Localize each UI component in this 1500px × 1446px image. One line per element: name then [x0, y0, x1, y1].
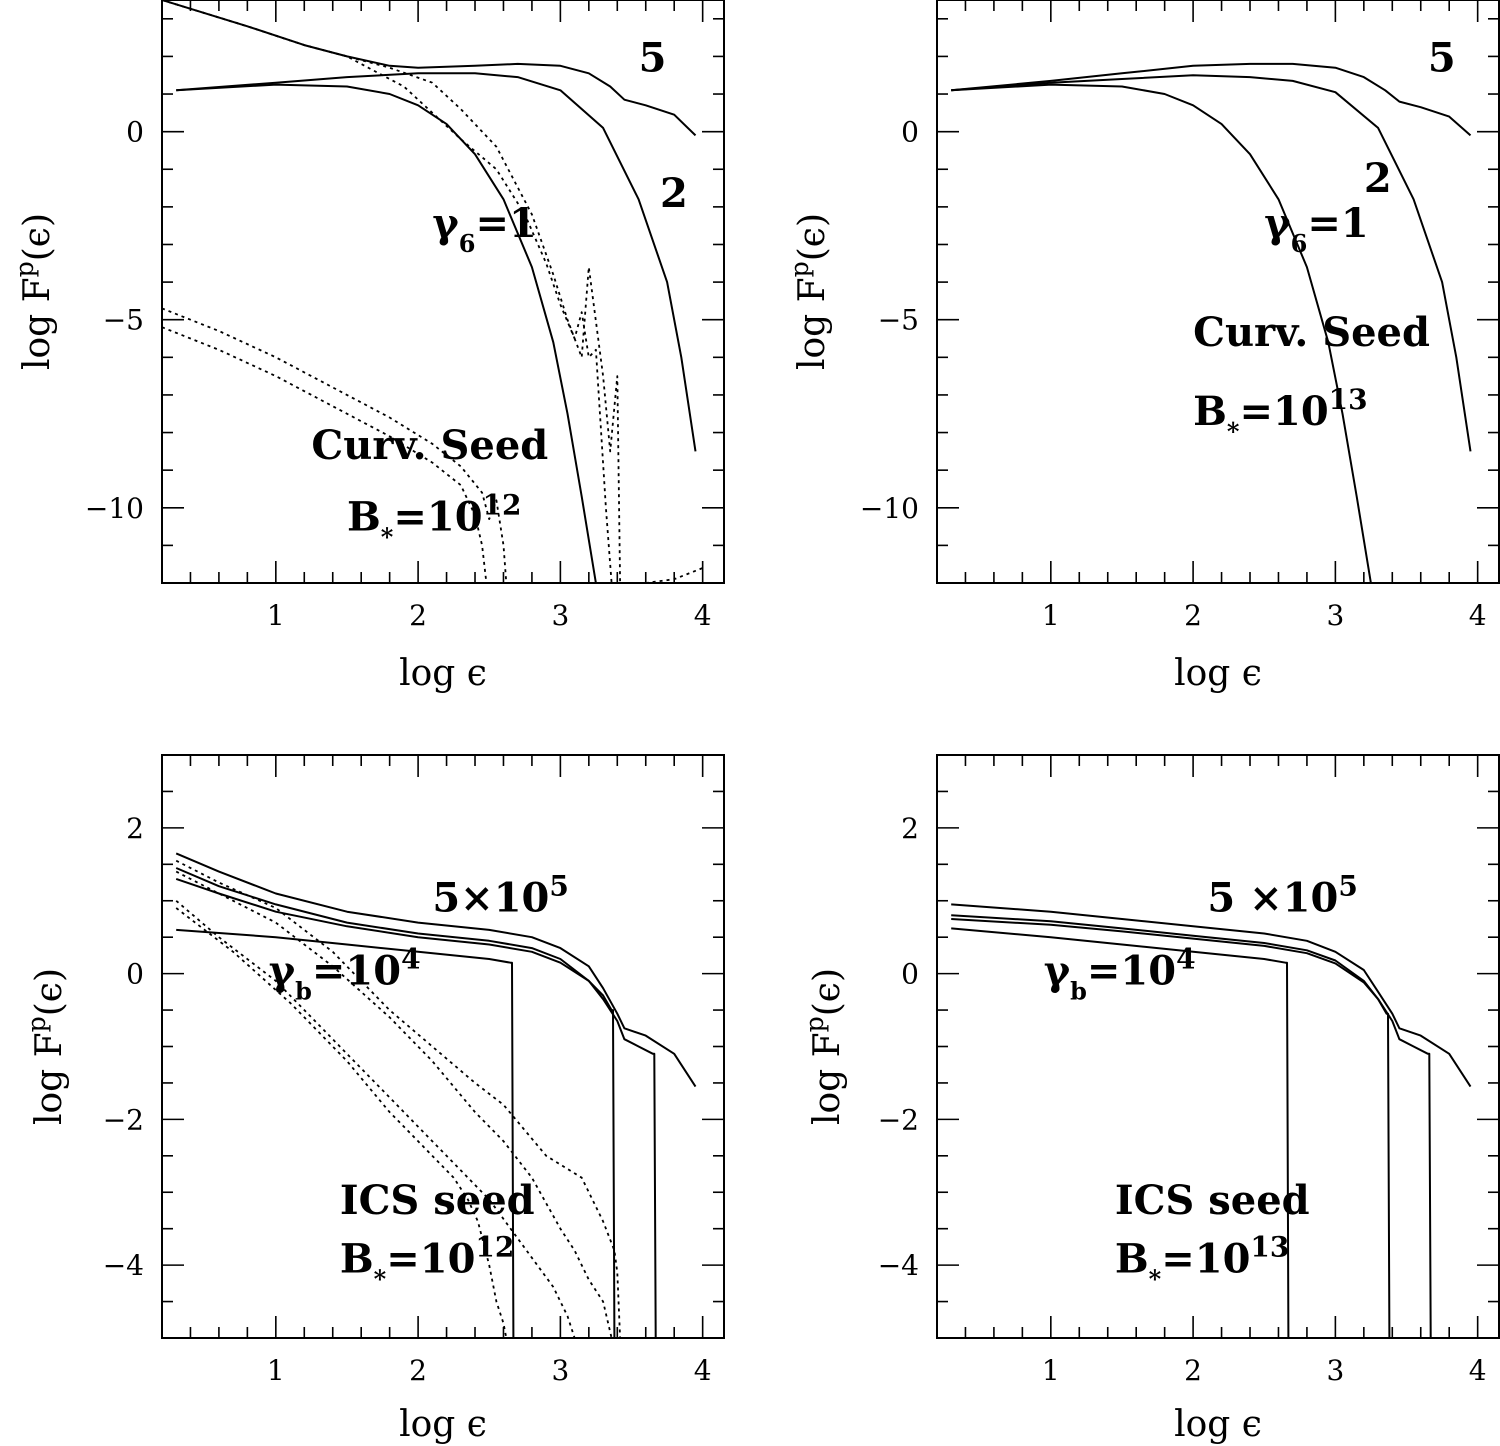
x-tick-label: 3 [551, 599, 569, 632]
solid-series-line [176, 928, 515, 1338]
dotted-series-line [162, 0, 621, 583]
y-tick-label: −4 [878, 1249, 919, 1282]
x-tick-label: 1 [267, 599, 285, 632]
solid-series-line [951, 903, 1472, 1088]
curve-annotation: 2 [1364, 155, 1392, 202]
x-tick-label: 2 [409, 1354, 427, 1387]
curve-annotation: B*=1012 [347, 488, 522, 551]
plot-frame [936, 0, 1500, 584]
y-tick-label: 0 [126, 116, 144, 149]
y-tick-label: −10 [85, 492, 144, 525]
curve-annotation: Curv. Seed [1193, 309, 1430, 356]
x-tick-label: 1 [1042, 599, 1060, 632]
y-tick-label: −5 [103, 304, 144, 337]
y-tick-label: 0 [126, 958, 144, 991]
solid-series-line [175, 852, 697, 1088]
dotted-series-line [175, 900, 576, 1338]
y-tick-label: −2 [103, 1103, 144, 1136]
solid-series-line [162, 0, 697, 137]
curve-annotation: ICS seed [340, 1177, 535, 1224]
curve-annotation: ICS seed [1115, 1177, 1310, 1224]
curve-annotation: 2 [660, 170, 688, 217]
solid-series-line [951, 927, 1290, 1338]
dotted-series-line [162, 307, 508, 583]
x-axis-title: log ϵ [399, 653, 487, 694]
x-tick-label: 4 [694, 1354, 712, 1387]
curve-annotation: γb=104 [269, 942, 421, 1005]
x-tick-label: 3 [551, 1354, 569, 1387]
x-tick-label: 1 [1042, 1354, 1060, 1387]
dotted-series-line [162, 326, 488, 583]
series-group [162, 0, 704, 583]
x-axis-title: log ϵ [1174, 1404, 1262, 1445]
plot-frame [161, 0, 725, 584]
x-tick-label: 4 [1469, 1354, 1487, 1387]
y-axis-title: log Fp(ϵ) [22, 968, 71, 1125]
x-tick-label: 2 [1184, 599, 1202, 632]
solid-series-line [176, 72, 697, 452]
x-tick-label: 3 [1326, 599, 1344, 632]
panel-top-left: 1 2 3 4 0 −5 −10 log ϵ log Fp(ϵ) 5 2 γ6=1 Curv. Seed… [10, 0, 725, 694]
y-tick-label: −4 [103, 1249, 144, 1282]
series-group [951, 903, 1472, 1338]
curve-annotation: γ6=1 [1264, 200, 1368, 258]
y-tick-label: −10 [860, 492, 919, 525]
x-tick-label: 4 [694, 599, 712, 632]
curve-annotation: γ6=1 [432, 200, 536, 258]
curve-annotation: 5 [1428, 34, 1456, 81]
curve-annotation: 5 [639, 34, 667, 81]
dotted-series-line [175, 870, 613, 1338]
y-tick-label: 0 [901, 958, 919, 991]
x-axis-title: log ϵ [1174, 653, 1262, 694]
x-tick-label: 2 [409, 599, 427, 632]
dotted-series-line [645, 567, 704, 583]
series-group [951, 62, 1472, 583]
solid-series-line [175, 867, 657, 1338]
y-tick-label: 2 [126, 812, 144, 845]
y-axis-title: log Fp(ϵ) [785, 213, 834, 370]
series-group [175, 852, 697, 1338]
solid-series-line [951, 914, 1432, 1338]
curve-annotation: 5×105 [432, 869, 569, 922]
y-tick-label: −5 [878, 304, 919, 337]
solid-series-line [951, 918, 1391, 1338]
solid-series-line [951, 83, 1372, 583]
y-tick-label: −2 [878, 1103, 919, 1136]
solid-series-line [176, 83, 597, 583]
curve-annotation: B*=1012 [340, 1230, 515, 1293]
y-tick-label: 2 [901, 812, 919, 845]
y-axis-title: log Fp(ϵ) [10, 213, 59, 370]
x-tick-label: 4 [1469, 599, 1487, 632]
dotted-series-line [175, 907, 508, 1338]
curve-annotation: 5 ×105 [1207, 869, 1357, 922]
y-tick-label: 0 [901, 116, 919, 149]
dotted-series-line [175, 859, 621, 1338]
curve-annotation: Curv. Seed [311, 422, 548, 469]
solid-series-line [951, 62, 1472, 137]
x-axis-title: log ϵ [399, 1404, 487, 1445]
x-tick-label: 2 [1184, 1354, 1202, 1387]
curve-annotation: B*=1013 [1115, 1230, 1290, 1293]
solid-series-line [951, 74, 1472, 452]
x-tick-label: 1 [267, 1354, 285, 1387]
x-tick-label: 3 [1326, 1354, 1344, 1387]
dotted-series-line [162, 0, 615, 583]
curve-annotation: B*=1013 [1193, 383, 1368, 446]
solid-series-line [175, 877, 616, 1338]
curve-annotation: γb=104 [1044, 942, 1196, 1005]
y-axis-title: log Fp(ϵ) [800, 968, 849, 1125]
